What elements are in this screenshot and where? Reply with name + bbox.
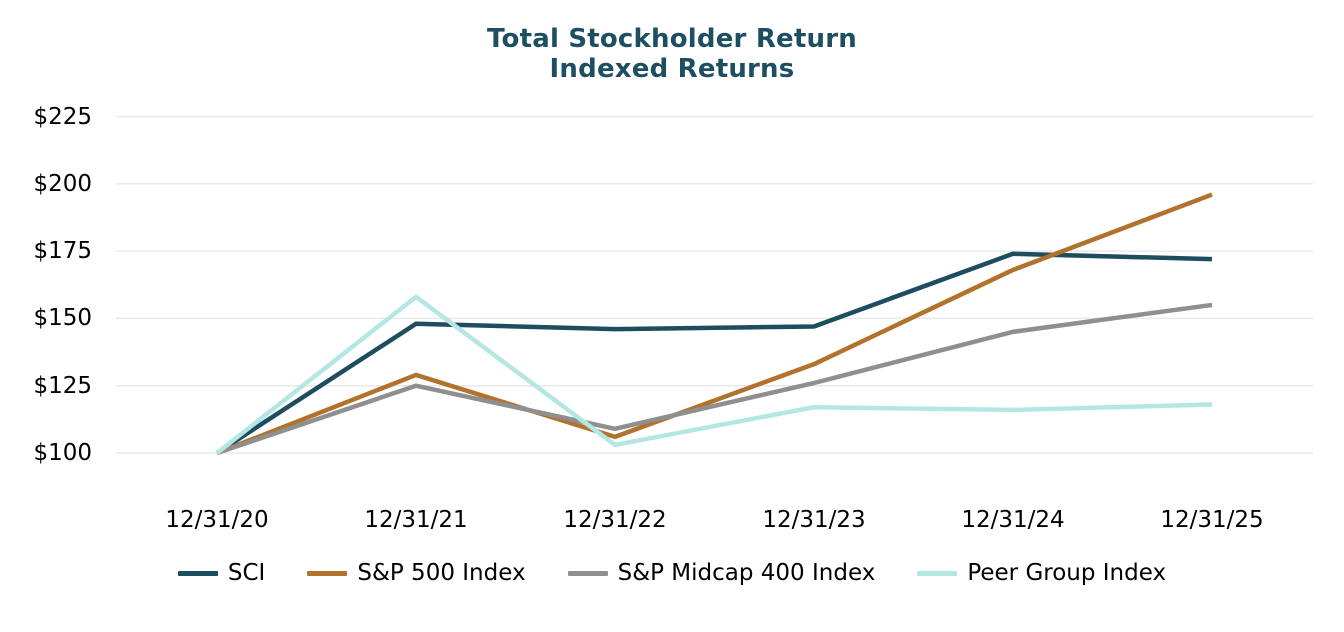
legend-label: Peer Group Index [967, 560, 1167, 586]
chart-legend: SCI S&P 500 Index S&P Midcap 400 Index Peer… [0, 560, 1344, 586]
legend-swatch-peer-group-index-icon [917, 570, 958, 576]
y-axis-tick-label: $125 [33, 372, 92, 399]
y-axis-tick-label: $225 [33, 103, 92, 130]
legend-swatch-s-p-midcap-400-index-icon [567, 570, 608, 576]
legend-swatch-sci-icon [177, 570, 218, 576]
series-line-s-p-500-index [216, 192, 1213, 456]
x-axis-tick-label: 12/31/21 [364, 507, 468, 533]
chart-title: Total Stockholder Return Indexed Returns [0, 24, 1344, 84]
y-axis-tick-label: $150 [33, 305, 92, 332]
legend-label: S&P Midcap 400 Index [617, 560, 876, 586]
y-axis-tick-label: $200 [33, 170, 92, 197]
legend-item-s-p-midcap-400-index: S&P Midcap 400 Index [567, 560, 876, 586]
legend-item-sci: SCI [177, 560, 266, 586]
chart-title-line1: Total Stockholder Return [487, 24, 857, 54]
series-line-s-p-midcap-400-index [216, 302, 1213, 456]
x-axis-tick-label: 12/31/23 [762, 507, 866, 533]
series-line-sci [215, 251, 1213, 455]
series-line-peer-group-index [215, 294, 1213, 455]
chart-title-line2: Indexed Returns [549, 54, 795, 84]
legend-item-s-p-500-index: S&P 500 Index [307, 560, 526, 586]
x-axis-tick-label: 12/31/22 [563, 507, 667, 533]
legend-label: SCI [227, 560, 266, 586]
x-axis-tick-label: 12/31/24 [961, 507, 1065, 533]
y-axis-tick-label: $175 [33, 238, 92, 265]
legend-swatch-s-p-500-index-icon [307, 570, 348, 576]
legend-item-peer-group-index: Peer Group Index [917, 560, 1166, 586]
x-axis-tick-label: 12/31/20 [165, 507, 269, 533]
legend-label: S&P 500 Index [357, 560, 526, 586]
y-axis-tick-label: $100 [33, 440, 92, 466]
x-axis-tick-label: 12/31/25 [1160, 507, 1264, 533]
